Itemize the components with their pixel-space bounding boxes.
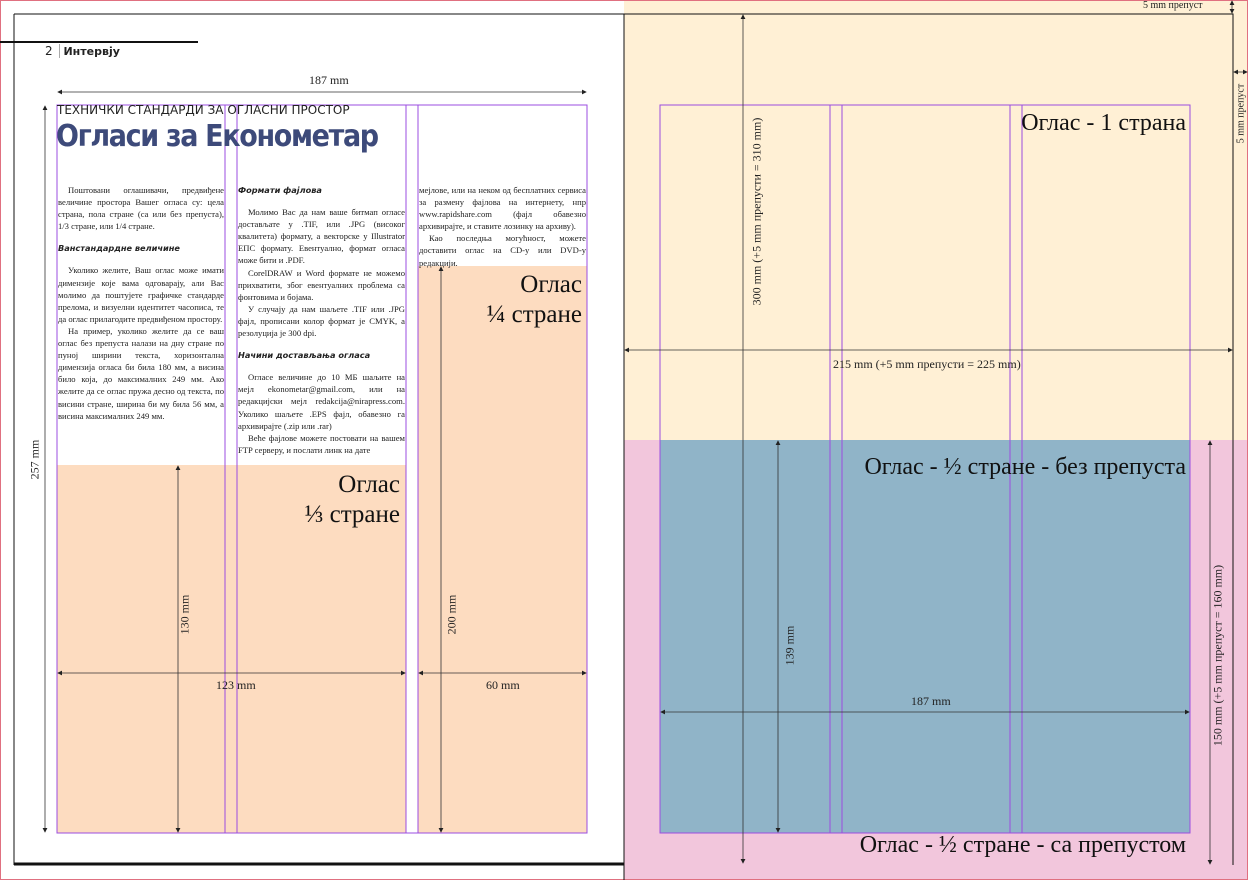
dim-width-187-right: 187 mm — [911, 694, 951, 708]
subheading: Формати фајлова — [238, 185, 322, 195]
bleed-right-label: 5 mm препуст — [1235, 83, 1247, 144]
paragraph: Поштовани оглашивачи, предвиђене величин… — [58, 185, 224, 232]
third-page-ad-label: Оглас ⅓ стране — [200, 470, 400, 530]
full-page-ad-area — [624, 0, 1248, 440]
paragraph: У случају да нам шаљете .TIF или .JPG фа… — [238, 303, 405, 339]
page-number: 2 — [45, 44, 53, 58]
dim-width-123: 123 mm — [216, 678, 256, 692]
paragraph: Молимо Вас да нам ваше битмап огласе дос… — [238, 207, 405, 266]
dim-width-215: 215 mm (+5 mm препусти = 225 mm) — [833, 357, 1021, 371]
section-name: Интервју — [63, 45, 120, 58]
dim-height-257: 257 mm — [27, 439, 42, 480]
label-line: Оглас — [338, 471, 400, 498]
dim-height-130: 130 mm — [177, 594, 192, 635]
dim-width-60: 60 mm — [486, 678, 520, 692]
dim-height-200: 200 mm — [444, 594, 459, 635]
subheading: Начини достављања огласа — [238, 350, 371, 361]
dim-height-150: 150 mm (+5 mm препуст = 160 mm) — [1210, 564, 1225, 747]
kicker: ТЕХНИЧКИ СТАНДАРДИ ЗА ОГЛАСНИ ПРОСТОР — [57, 103, 350, 117]
half-page-bleed-label: Оглас - ½ стране - са препустом — [859, 832, 1186, 858]
paragraph: Уколико желите, Ваш оглас може имати дим… — [58, 265, 224, 324]
full-page-ad-label: Оглас - 1 страна — [1021, 110, 1186, 136]
subheading: Ванстандардне величине — [58, 243, 180, 254]
dim-height-300: 300 mm (+5 mm препусти = 310 mm) — [749, 117, 764, 306]
paragraph: Као последња могућност, можете доставити… — [419, 233, 586, 268]
bleed-top-label: 5 mm препуст — [1143, 0, 1203, 11]
column-1: Поштовани оглашивачи, предвиђене величин… — [58, 184, 224, 422]
paragraph: Огласе величине до 10 МБ шаљите на мејл … — [238, 372, 405, 431]
quarter-page-ad-label: Оглас ¼ стране — [440, 270, 582, 330]
half-page-no-bleed-label: Оглас - ½ стране - без препуста — [864, 454, 1186, 480]
dim-height-139: 139 mm — [782, 625, 797, 666]
dim-width-187: 187 mm — [309, 73, 349, 87]
label-line: ⅓ стране — [304, 501, 400, 528]
third-page-ad-area — [57, 465, 406, 833]
quarter-page-ad-area — [418, 266, 587, 833]
paragraph: CorelDRAW и Word формате не можемо прихв… — [238, 267, 405, 302]
label-line: ¼ стране — [486, 301, 582, 328]
paragraph: Веће фајлове можете постовати на вашем F… — [238, 432, 405, 455]
page-title: Огласи за Економетар — [56, 119, 379, 154]
running-header: 2 Интервју — [45, 44, 120, 58]
label-line: Оглас — [520, 271, 582, 298]
paragraph: мејлове, или на неком од бесплатних серв… — [419, 185, 586, 232]
column-2: Формати фајлова Молимо Вас да нам ваше б… — [238, 174, 405, 456]
paragraph: На пример, уколико желите да се ваш огла… — [58, 325, 224, 421]
column-3: мејлове, или на неком од бесплатних серв… — [419, 184, 586, 269]
half-page-no-bleed-ad-area — [660, 440, 1190, 833]
